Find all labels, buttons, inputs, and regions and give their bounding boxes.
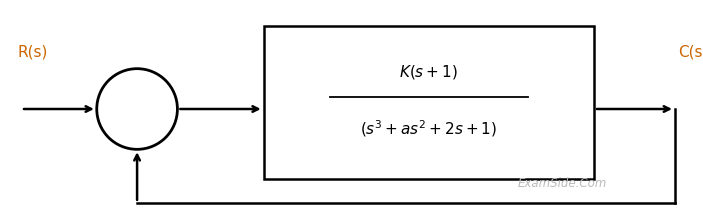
Text: $\left(s^3+as^2+2s+1\right)$: $\left(s^3+as^2+2s+1\right)$ bbox=[360, 118, 498, 139]
Bar bbox=[264, 26, 594, 179]
Text: R(s): R(s) bbox=[18, 45, 48, 60]
Text: $K\left(s+1\right)$: $K\left(s+1\right)$ bbox=[399, 63, 458, 81]
Text: C(s): C(s) bbox=[678, 45, 703, 60]
Text: ExamSide.Com: ExamSide.Com bbox=[517, 177, 607, 190]
